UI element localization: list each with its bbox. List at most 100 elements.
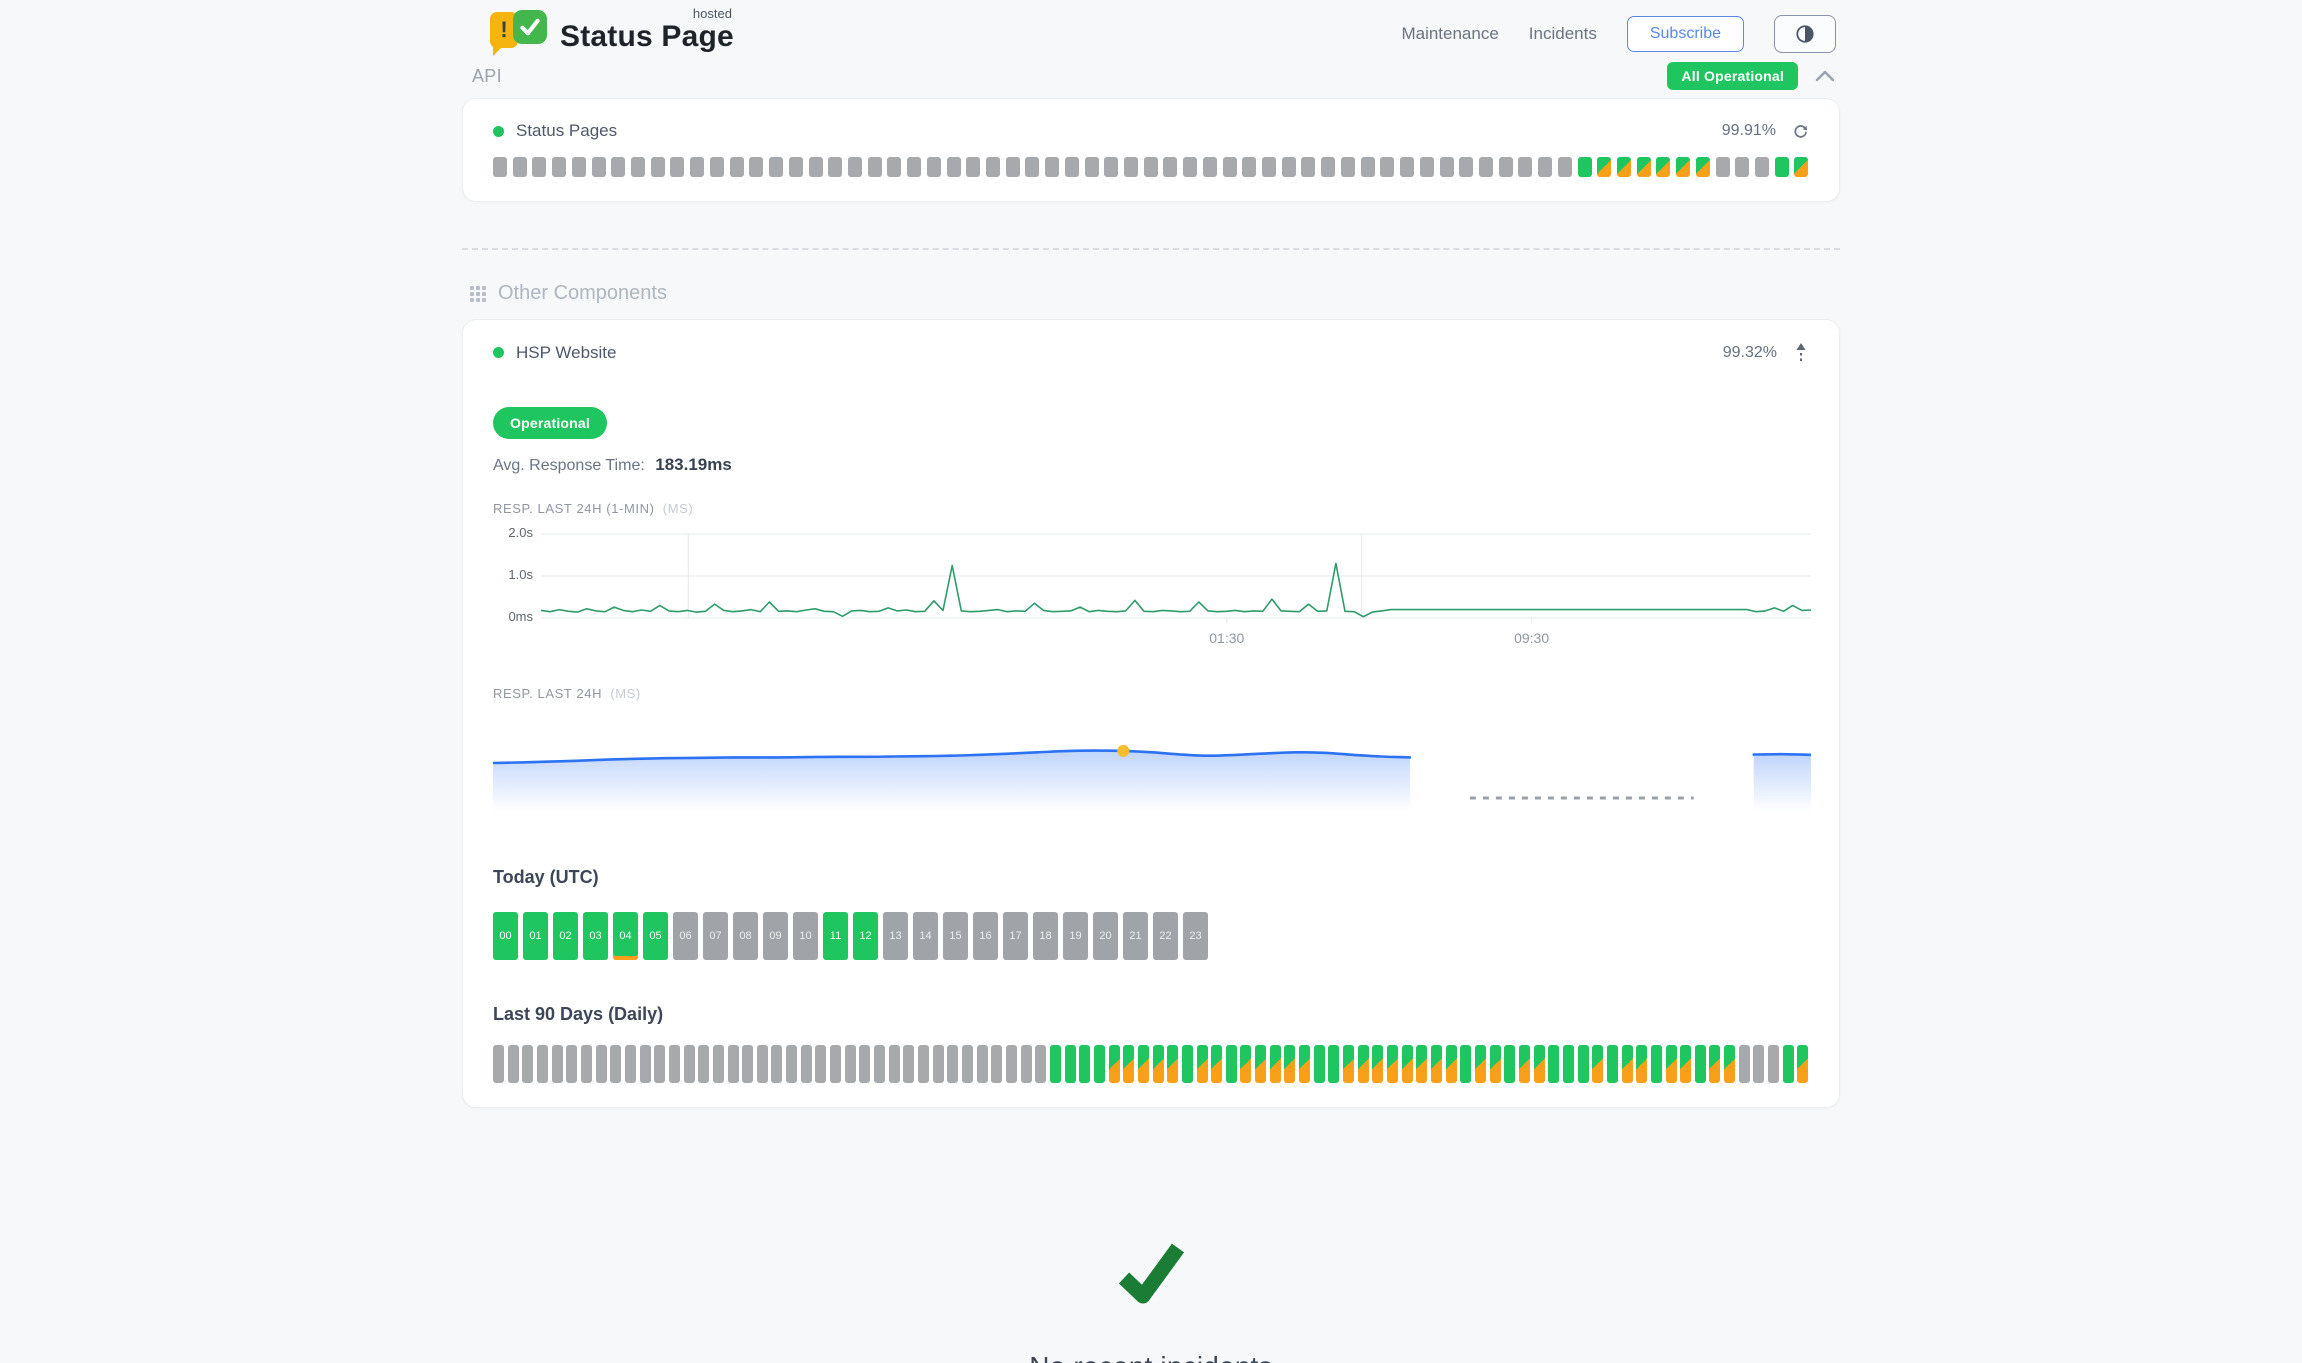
day-bar[interactable]	[1211, 1045, 1223, 1083]
hour-box[interactable]: 23	[1183, 912, 1208, 960]
hour-box[interactable]: 22	[1153, 912, 1178, 960]
day-bar[interactable]	[1152, 1045, 1164, 1083]
day-bar[interactable]	[1724, 1045, 1736, 1083]
uptime-bar[interactable]	[690, 157, 705, 177]
uptime-bar[interactable]	[1755, 157, 1769, 177]
hour-box[interactable]: 05	[643, 912, 668, 960]
uptime-bar[interactable]	[611, 157, 626, 177]
hour-box[interactable]: 18	[1033, 912, 1058, 960]
day-bar[interactable]	[888, 1045, 900, 1083]
day-bar[interactable]	[1020, 1045, 1032, 1083]
day-bar[interactable]	[1636, 1045, 1648, 1083]
day-bar[interactable]	[610, 1045, 622, 1083]
day-bar[interactable]	[1533, 1045, 1545, 1083]
day-bar[interactable]	[1768, 1045, 1780, 1083]
day-bar[interactable]	[1592, 1045, 1604, 1083]
uptime-bar[interactable]	[1676, 157, 1691, 177]
day-bar[interactable]	[815, 1045, 827, 1083]
day-bar[interactable]	[1167, 1045, 1179, 1083]
hour-box[interactable]: 20	[1093, 912, 1118, 960]
day-bar[interactable]	[1621, 1045, 1633, 1083]
day-bar[interactable]	[1005, 1045, 1017, 1083]
day-bar[interactable]	[991, 1045, 1003, 1083]
day-bar[interactable]	[1079, 1045, 1091, 1083]
uptime-bar[interactable]	[1538, 157, 1553, 177]
uptime-bar[interactable]	[532, 157, 547, 177]
day-bar[interactable]	[1753, 1045, 1765, 1083]
day-bar[interactable]	[1181, 1045, 1193, 1083]
uptime-bar[interactable]	[1774, 157, 1789, 177]
day-bar[interactable]	[624, 1045, 636, 1083]
uptime-bar[interactable]	[1557, 157, 1572, 177]
uptime-bar[interactable]	[1400, 157, 1415, 177]
uptime-bar[interactable]	[729, 157, 744, 177]
uptime-bar[interactable]	[1222, 157, 1237, 177]
day-bar[interactable]	[1064, 1045, 1076, 1083]
day-bar[interactable]	[1372, 1045, 1384, 1083]
refresh-button[interactable]	[1792, 123, 1809, 140]
uptime-bar[interactable]	[1124, 157, 1138, 177]
hour-box[interactable]: 17	[1003, 912, 1028, 960]
day-bar[interactable]	[1694, 1045, 1706, 1083]
hour-box[interactable]: 06	[673, 912, 698, 960]
uptime-bar[interactable]	[1360, 157, 1375, 177]
uptime-bar[interactable]	[631, 157, 646, 177]
uptime-bar[interactable]	[808, 157, 823, 177]
day-bar[interactable]	[1650, 1045, 1662, 1083]
day-bar[interactable]	[1328, 1045, 1340, 1083]
hour-box[interactable]: 10	[793, 912, 818, 960]
day-bar[interactable]	[668, 1045, 680, 1083]
uptime-bar[interactable]	[1794, 157, 1809, 177]
day-bar[interactable]	[844, 1045, 856, 1083]
hour-box[interactable]: 07	[703, 912, 728, 960]
day-bar[interactable]	[1196, 1045, 1208, 1083]
day-bar[interactable]	[595, 1045, 607, 1083]
uptime-bar[interactable]	[1636, 157, 1651, 177]
theme-toggle-button[interactable]	[1774, 15, 1836, 53]
hour-box[interactable]: 14	[913, 912, 938, 960]
uptime-bar[interactable]	[1380, 157, 1395, 177]
day-bar[interactable]	[1137, 1045, 1149, 1083]
day-bar[interactable]	[1680, 1045, 1692, 1083]
day-bar[interactable]	[947, 1045, 959, 1083]
day-bar[interactable]	[1093, 1045, 1105, 1083]
uptime-bar[interactable]	[907, 157, 922, 177]
hour-box[interactable]: 21	[1123, 912, 1148, 960]
day-bar[interactable]	[800, 1045, 812, 1083]
hour-box[interactable]: 09	[763, 912, 788, 960]
uptime-bar[interactable]	[1340, 157, 1355, 177]
uptime-bar[interactable]	[1321, 157, 1336, 177]
uptime-bar[interactable]	[591, 157, 606, 177]
day-bar[interactable]	[1049, 1045, 1061, 1083]
day-bar[interactable]	[1445, 1045, 1457, 1083]
uptime-bar[interactable]	[1439, 157, 1454, 177]
day-bar[interactable]	[1562, 1045, 1574, 1083]
day-bar[interactable]	[962, 1045, 973, 1083]
uptime-bar[interactable]	[769, 157, 784, 177]
day-bar[interactable]	[1709, 1045, 1721, 1083]
hour-box[interactable]: 16	[973, 912, 998, 960]
uptime-bar[interactable]	[1656, 157, 1671, 177]
hour-box[interactable]: 01	[523, 912, 548, 960]
uptime-bar[interactable]	[1005, 157, 1020, 177]
day-bar[interactable]	[1240, 1045, 1252, 1083]
uptime-bar[interactable]	[1616, 157, 1631, 177]
nav-incidents[interactable]: Incidents	[1528, 24, 1597, 43]
uptime-bar[interactable]	[571, 157, 586, 177]
uptime-bar[interactable]	[1301, 157, 1316, 177]
uptime-bar[interactable]	[1735, 157, 1750, 177]
day-bar[interactable]	[698, 1045, 710, 1083]
day-bar[interactable]	[976, 1045, 988, 1083]
uptime-bar[interactable]	[1143, 157, 1158, 177]
hour-box[interactable]: 08	[733, 912, 758, 960]
day-bar[interactable]	[786, 1045, 798, 1083]
day-bar[interactable]	[1797, 1045, 1809, 1083]
hour-box[interactable]: 12	[853, 912, 878, 960]
day-bar[interactable]	[1123, 1045, 1135, 1083]
uptime-bar[interactable]	[1478, 157, 1493, 177]
uptime-bar[interactable]	[1715, 157, 1730, 177]
day-bar[interactable]	[1460, 1045, 1472, 1083]
day-bar[interactable]	[1431, 1045, 1442, 1083]
day-bar[interactable]	[654, 1045, 666, 1083]
day-bar[interactable]	[859, 1045, 871, 1083]
